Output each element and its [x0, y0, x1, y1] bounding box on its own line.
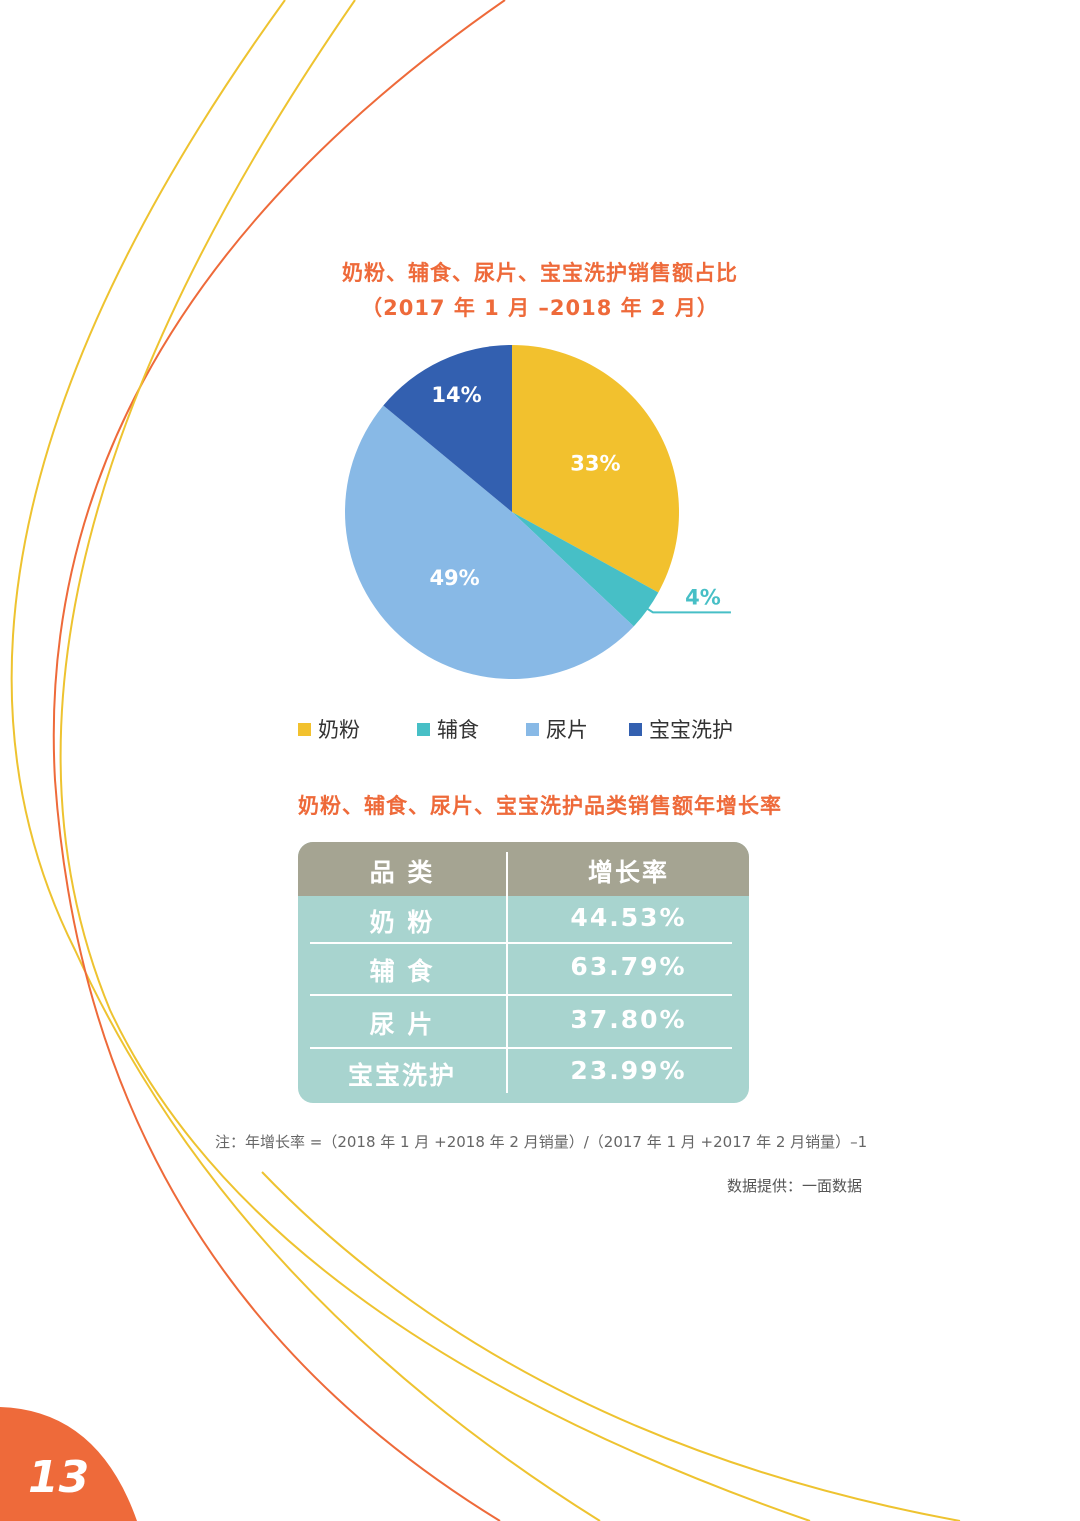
decorative-arc-yellow [59, 0, 811, 1521]
table-row-divider [310, 994, 732, 996]
pie-slice-2 [512, 512, 659, 627]
pie-slice-label: 33% [570, 452, 620, 476]
growth-table: 品 类 增长率 奶 粉 44.53% 辅 食 63.79% 尿 片 37.80%… [298, 842, 749, 1103]
legend-swatch [417, 722, 430, 736]
table-cell-category: 奶 粉 [369, 908, 435, 937]
pie-slice-label: 49% [429, 566, 479, 590]
page-number: 13 [28, 1452, 90, 1503]
pie-slice-1 [512, 345, 680, 593]
table-header [298, 842, 749, 896]
legend-label: 奶粉 [318, 718, 360, 742]
table-row-divider [310, 1047, 732, 1049]
pie-chart: 33% 4% 49% 14% [344, 345, 731, 680]
decorative-arc-yellow [10, 0, 601, 1521]
legend-item: 奶粉 [298, 714, 360, 744]
formula-note: 注：年增长率 =（2018 年 1 月 +2018 年 2 月销量）/（2017… [215, 1133, 868, 1151]
table-cell-growth: 63.79% [570, 952, 687, 981]
pie-legend: 奶粉 辅食 尿片 宝宝洗护 [0, 714, 1080, 744]
pie-slice-label: 14% [431, 383, 481, 407]
table-cell-category: 辅 食 [369, 957, 435, 986]
legend-item: 尿片 [526, 714, 588, 744]
decorative-arc-yellow [261, 1171, 961, 1521]
decorative-arc-orange [52, 0, 506, 1521]
legend-label: 尿片 [546, 718, 588, 742]
pie-title: 奶粉、辅食、尿片、宝宝洗护销售额占比 [342, 261, 738, 285]
table-divider [506, 852, 508, 1093]
pie-callout-line [630, 597, 731, 614]
table-cell-growth: 44.53% [570, 903, 687, 932]
table-cell-growth: 23.99% [570, 1056, 687, 1085]
legend-item: 辅食 [417, 714, 479, 744]
table-title: 奶粉、辅食、尿片、宝宝洗护品类销售额年增长率 [298, 794, 782, 818]
pie-subtitle: （2017 年 1 月 –2018 年 2 月） [361, 296, 719, 320]
legend-swatch [526, 722, 539, 736]
table-cell-category: 尿 片 [369, 1010, 435, 1039]
table-column-header: 品 类 [369, 858, 435, 887]
data-source: 数据提供：一面数据 [726, 1177, 862, 1195]
page-number-badge [0, 1407, 137, 1521]
table-cell-category: 宝宝洗护 [347, 1061, 456, 1090]
table-column-header: 增长率 [587, 858, 669, 887]
table-cell-growth: 37.80% [570, 1005, 687, 1034]
legend-label: 辅食 [437, 718, 479, 742]
legend-label: 宝宝洗护 [649, 718, 733, 742]
table-row-divider [310, 942, 732, 944]
pie-slice-label: 4% [685, 585, 721, 609]
legend-item: 宝宝洗护 [629, 714, 733, 744]
pie-slice-4 [383, 345, 512, 512]
pie-slice-3 [344, 405, 634, 680]
legend-swatch [629, 722, 642, 736]
legend-swatch [298, 722, 311, 736]
